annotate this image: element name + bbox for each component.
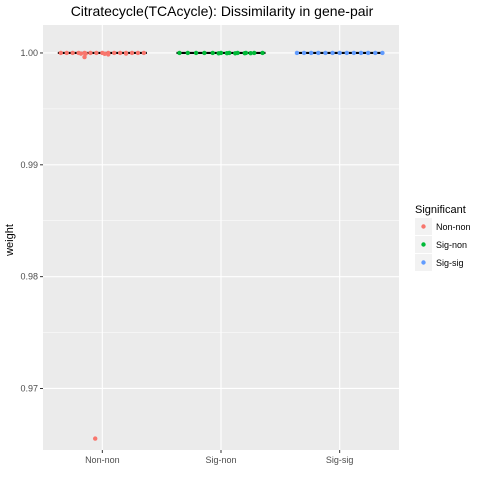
data-point [316,50,321,56]
data-point [83,51,88,56]
data-point [112,50,117,56]
data-point [94,50,99,56]
data-point [330,50,335,56]
y-axis-label: weight [4,224,16,257]
legend-label: Non-non [436,222,471,232]
data-point [242,50,247,56]
data-point [323,50,328,56]
data-point [308,50,314,56]
data-point [252,50,257,56]
x-tick-label: Sig-sig [326,455,354,465]
data-point [202,50,207,56]
x-axis: Non-non Sig-non Sig-sig [85,450,353,465]
data-point [233,51,238,56]
x-tick-label: Non-non [85,455,120,465]
y-tick-label: 0.99 [20,160,38,170]
data-point [117,50,123,56]
data-point [294,50,300,56]
data-point [216,51,221,56]
legend-title: Significant [415,204,466,216]
data-point [64,50,69,56]
chart-title: Citratecycle(TCAcycle): Dissimilarity in… [71,3,374,19]
data-point [301,50,307,56]
data-point [58,50,63,56]
data-point [135,50,141,56]
data-point [141,50,147,56]
data-point [102,51,107,57]
data-point [88,50,93,56]
data-point [373,50,378,56]
data-point [210,50,215,56]
data-point [70,50,75,56]
data-point [224,50,230,56]
data-point [129,50,135,56]
data-point [365,50,371,56]
data-point [380,50,385,56]
data-point [260,50,265,56]
y-tick-label: 1.00 [20,48,38,58]
legend-marker [421,242,426,247]
data-point [177,50,182,56]
data-point [106,52,111,57]
legend-marker [421,260,426,265]
y-tick-label: 0.97 [20,383,38,393]
data-point [93,436,98,441]
data-point [193,50,199,56]
data-point [351,50,357,56]
y-tick-label: 0.98 [20,272,38,282]
data-point [185,50,190,56]
legend: Significant Non-non Sig-non Sig-sig [415,204,471,271]
x-tick-label: Sig-non [205,455,236,465]
data-point [248,50,253,56]
data-point [337,50,342,56]
data-point [344,50,349,56]
legend-marker [421,224,426,229]
legend-label: Sig-sig [436,258,464,268]
data-point [123,51,129,56]
data-point [358,50,364,56]
data-point [82,54,87,60]
data-point [78,51,84,56]
point-layer [58,50,385,441]
y-axis: 0.97 0.98 0.99 1.00 [20,48,43,393]
legend-label: Sig-non [436,240,467,250]
